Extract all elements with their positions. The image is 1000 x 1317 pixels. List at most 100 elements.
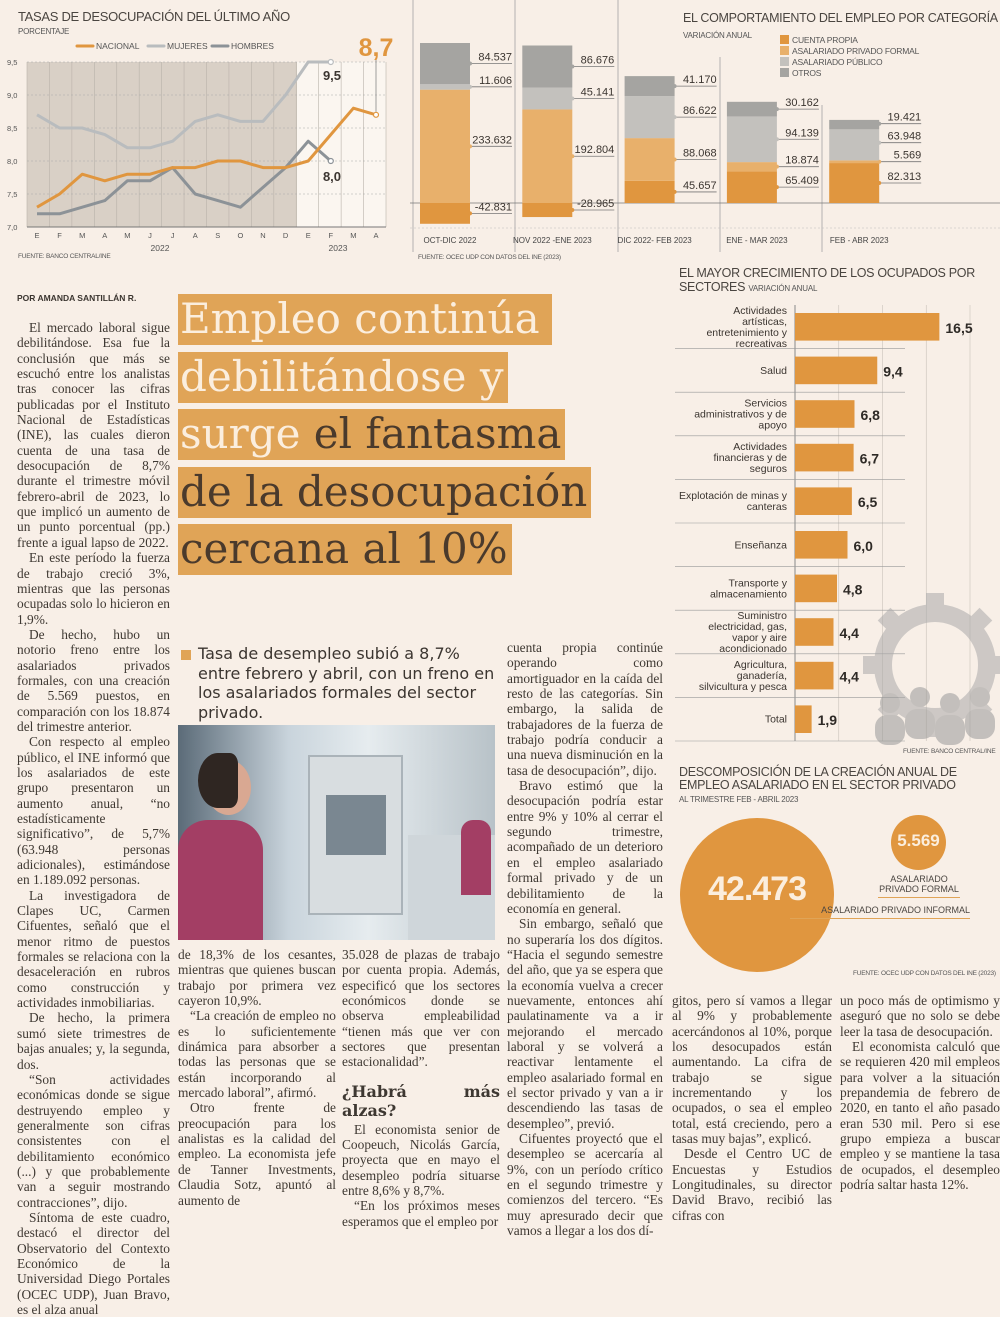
paragraph: De hecho, la primera sumó siete trimestr… [17, 1010, 170, 1072]
paragraph: “La creación de empleo no es lo suficien… [178, 1008, 336, 1101]
formal-label: ASALARIADO PRIVADO FORMAL [878, 874, 960, 898]
paragraph: Bravo estimó que la desocupación podría … [507, 778, 663, 916]
article-column-2: de 18,3% de los cesantes, mientras que q… [178, 947, 336, 1208]
informal-value: 42.473 [708, 870, 807, 908]
y-tick-label: 7,5 [7, 190, 17, 199]
y-tick-label: 8,0 [7, 157, 17, 166]
legend-label: HOMBRES [231, 41, 274, 51]
bar-segment [726, 101, 777, 117]
bar [795, 661, 834, 690]
x-tick-label: S [215, 231, 220, 240]
bar-segment [420, 43, 470, 85]
legend-label: NACIONAL [96, 41, 140, 51]
bar-segment [522, 45, 573, 88]
category-label-line: financieras y de [713, 452, 787, 464]
x-tick-label: A [193, 231, 198, 240]
segment-value-label: 30.162 [785, 97, 819, 109]
x-tick-label: A [373, 231, 378, 240]
person-body [905, 709, 935, 739]
bar-segment [726, 116, 777, 163]
paragraph: La investigadora de Clapes UC, Carmen Ci… [17, 887, 170, 1011]
label-dot [672, 115, 677, 120]
label-dot [672, 84, 677, 89]
bar [795, 400, 855, 428]
value-label: 6,0 [854, 538, 874, 554]
bar-segment [420, 203, 470, 224]
paragraph: El economista senior de Coopeuch, Nicolá… [342, 1121, 500, 1199]
x-tick-label: F [57, 231, 62, 240]
legend-swatch [780, 68, 789, 77]
x-tick-label: J [171, 231, 175, 240]
person-head [970, 687, 990, 707]
segment-value-label: 86.676 [581, 55, 615, 67]
bubble-chart-subtitle: AL TRIMESTRE FEB - ABRIL 2023 [679, 795, 799, 804]
hbar-chart-title: EL MAYOR CRECIMIENTO DE LOS OCUPADOS POR… [679, 266, 999, 296]
category-label: Explotación de minas y canteras [679, 490, 788, 513]
article-column-6: un poco más de optimismo y aseguró que n… [840, 993, 1000, 1192]
hbar-source: FUENTE: BANCO CENTRAL/INE [903, 748, 996, 755]
formal-value: 5.569 [897, 831, 940, 850]
period-label: NOV 2022 -ENE 2023 [513, 236, 592, 245]
label-dot [570, 208, 575, 213]
period-label: FEB - ABR 2023 [830, 236, 889, 245]
headline-line: surge [180, 409, 301, 458]
person-body [875, 715, 905, 745]
paragraph: un poco más de optimismo y aseguró que n… [840, 993, 1000, 1039]
value-label: 9,4 [883, 363, 903, 379]
category-label-line: silvicultura y pesca [699, 681, 787, 693]
legend-label: MUJERES [167, 41, 208, 51]
category-label: Transporte y almacenamiento [710, 577, 788, 600]
bar-segment [624, 76, 675, 97]
segment-value-label: 11.606 [479, 75, 512, 87]
legend-swatch [780, 46, 789, 55]
legend-label: ASALARIADO PRIVADO FORMAL [792, 46, 920, 56]
segment-value-label: 82.313 [888, 171, 922, 183]
category-label-line: vapor y aire [732, 632, 787, 644]
bar-segment [829, 129, 880, 161]
bar [795, 531, 848, 559]
category-label-line: ganadería, [737, 670, 787, 682]
article-column-5: gitos, pero sí vamos a llegar al 9% y pr… [672, 993, 832, 1223]
label-dot [774, 164, 779, 169]
headline: Empleo continúa debilitándose y surge el… [178, 290, 592, 578]
segment-value-label: 84.537 [478, 52, 512, 64]
deck-bullet-icon [181, 650, 191, 660]
legend-label: ASALARIADO PÚBLICO [792, 57, 883, 67]
category-label-line: Actividades [733, 441, 787, 453]
paragraph: Otro frente de preocupación para los ana… [178, 1100, 336, 1208]
category-label-line: Total [765, 714, 787, 726]
paragraph: gitos, pero sí vamos a llegar al 9% y pr… [672, 993, 832, 1147]
category-label-line: seguros [750, 463, 787, 475]
bar-segment [726, 162, 777, 172]
value-label: 4,4 [840, 625, 860, 641]
hbar-subtitle: VARIACIÓN ANUAL [748, 284, 818, 293]
segment-value-label: 5.569 [894, 150, 922, 162]
bar [795, 574, 837, 603]
gear-tooth [877, 607, 904, 634]
bar [795, 313, 940, 341]
category-label-line: artísticas, [742, 316, 787, 328]
x-tick-label: D [283, 231, 289, 240]
category-label-line: Servicios [744, 398, 787, 410]
label-dot [468, 61, 472, 66]
bar-segment [726, 171, 777, 203]
stacked-chart-legend: CUENTA PROPIA ASALARIADO PRIVADO FORMAL AS… [780, 35, 919, 79]
bubble-source: FUENTE: OCEC UDP CON DATOS DEL INE (2023… [853, 970, 996, 977]
category-label: Salud [760, 365, 787, 377]
bar-segment [829, 163, 880, 203]
informal-label: ASALARIADO PRIVADO INFORMAL [790, 905, 970, 919]
category-label-line: electricidad, gas, [708, 621, 787, 633]
gear-people-icon [863, 593, 1000, 745]
informal-bubble [680, 818, 834, 972]
category-label: Agricultura, ganadería, silvicultura y pes… [699, 659, 787, 693]
label-dot [877, 140, 882, 145]
segment-value-label: 88.068 [683, 147, 717, 159]
series-line-hombres [37, 139, 332, 216]
legend-label: OTROS [792, 68, 822, 78]
label-dot [877, 181, 882, 186]
person-head [940, 693, 960, 713]
x-tick-label: F [329, 231, 334, 240]
label-dot [774, 107, 779, 112]
legend-item: CUENTA PROPIA [780, 35, 919, 46]
x-tick-label: M [350, 231, 356, 240]
